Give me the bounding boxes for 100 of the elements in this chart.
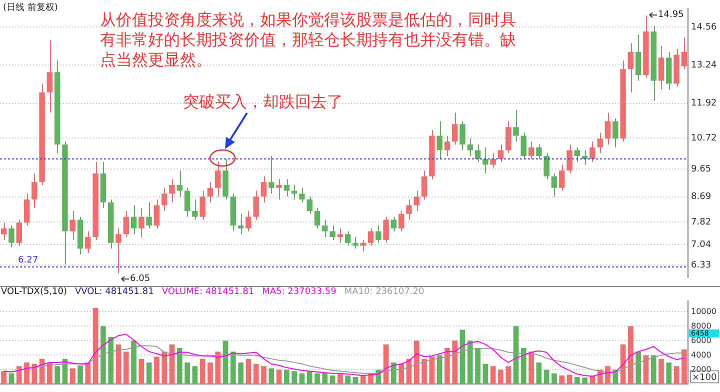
y-axis-title: ×100 xyxy=(692,373,717,384)
candlestick xyxy=(544,152,550,180)
y-tick-label: 4000 xyxy=(691,350,712,360)
bar xyxy=(306,371,312,384)
bar xyxy=(32,364,38,384)
bar xyxy=(70,368,76,384)
bar xyxy=(108,337,114,384)
candlestick xyxy=(123,210,129,238)
candlestick xyxy=(360,239,366,252)
y-tick-label: 10000 xyxy=(691,306,716,316)
annotation: 从价值投资角度来说，如果你觉得该股票是低估的，同时具有非常好的长期投资价值，那轻仓长期持有也并没有错。缺点当然更显然。 xyxy=(100,10,517,70)
candlestick xyxy=(344,230,351,246)
bar xyxy=(16,366,22,384)
bar xyxy=(100,326,106,384)
bar xyxy=(24,362,30,384)
bar xyxy=(54,366,60,384)
bar xyxy=(330,376,336,384)
candlestick xyxy=(490,152,496,168)
candlestick xyxy=(116,228,122,274)
bar xyxy=(138,358,144,384)
candlestick xyxy=(85,230,91,254)
bar xyxy=(299,373,305,384)
candlestick xyxy=(32,172,38,209)
bar xyxy=(268,368,274,384)
candlestick xyxy=(444,135,450,157)
candlestick xyxy=(330,224,336,240)
candlestick xyxy=(559,164,565,192)
bar xyxy=(414,340,420,384)
candlestick xyxy=(406,198,412,220)
candlestick xyxy=(154,198,160,229)
chart-title: VOL-TDX(5,10) xyxy=(1,287,68,298)
y-tick-label: 10.72 xyxy=(691,133,717,144)
bar xyxy=(78,365,83,384)
candlestick xyxy=(284,178,290,198)
candlestick xyxy=(658,46,664,90)
bar xyxy=(47,362,52,384)
candlestick xyxy=(24,193,30,226)
bar xyxy=(650,355,656,384)
bar xyxy=(1,371,6,384)
bar xyxy=(176,348,182,384)
candlestick xyxy=(161,187,168,212)
bar xyxy=(422,358,427,384)
candlestick xyxy=(390,216,397,232)
candlestick xyxy=(322,219,328,238)
bar xyxy=(345,376,350,384)
bar xyxy=(559,376,565,384)
bar xyxy=(658,358,664,384)
text: MA10: 236107.20 xyxy=(344,287,424,298)
candlestick xyxy=(590,141,596,162)
candlestick xyxy=(314,208,320,229)
bar xyxy=(475,348,480,384)
candlestick xyxy=(498,144,504,162)
bar xyxy=(338,374,343,384)
candlestick xyxy=(551,172,558,198)
bar xyxy=(682,349,687,384)
candlestick xyxy=(513,109,519,142)
candlestick xyxy=(16,219,22,246)
candlestick xyxy=(184,187,190,218)
candlestick xyxy=(612,118,618,148)
candlestick xyxy=(260,176,267,203)
bar xyxy=(506,366,512,384)
candlestick xyxy=(192,198,198,220)
candlestick xyxy=(582,150,588,166)
candlestick xyxy=(130,204,137,235)
candlestick xyxy=(566,144,572,174)
candlestick xyxy=(200,190,206,220)
candlestick xyxy=(253,190,259,220)
y-tick-label: 14.56 xyxy=(691,22,718,32)
candlestick xyxy=(383,216,389,244)
y-tick-label: 13.24 xyxy=(691,60,718,70)
candlestick xyxy=(635,34,642,82)
candlestick xyxy=(505,120,512,154)
bar xyxy=(452,340,458,384)
candlestick xyxy=(238,213,244,235)
candlestick xyxy=(436,120,442,160)
text: MA5: 237033.59 xyxy=(262,287,336,298)
y-tick-label: 7.82 xyxy=(691,217,712,228)
bar xyxy=(238,362,244,384)
bar xyxy=(208,362,213,384)
candlestick xyxy=(574,146,580,162)
candlestick xyxy=(536,144,542,160)
bar xyxy=(92,308,98,384)
candlestick xyxy=(376,224,382,244)
candlestick xyxy=(306,196,312,214)
candlestick xyxy=(138,208,144,238)
annotation: 14.95 xyxy=(658,10,684,21)
candlestick xyxy=(482,146,488,174)
y-tick-label: 9.65 xyxy=(691,164,712,174)
candlestick xyxy=(246,210,252,232)
candlestick xyxy=(146,202,152,229)
bar xyxy=(276,370,282,384)
candlestick xyxy=(628,42,634,93)
bar xyxy=(574,376,580,384)
bar xyxy=(131,340,136,384)
candlestick xyxy=(467,138,473,157)
bar xyxy=(253,364,259,384)
bar xyxy=(398,364,404,384)
y-tick-label: 11.92 xyxy=(691,98,717,109)
bar xyxy=(643,355,649,384)
bar xyxy=(666,362,672,384)
